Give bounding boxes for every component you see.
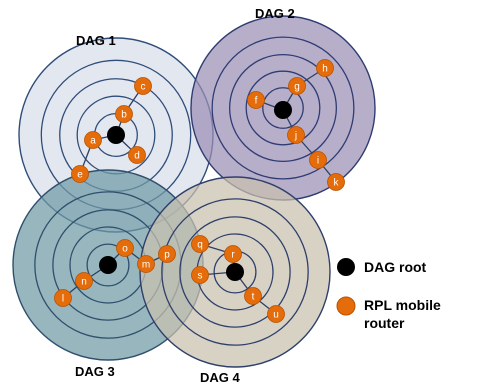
- router-node-circle: [191, 266, 209, 284]
- router-node-label: c: [141, 82, 146, 93]
- dag-2-root: [274, 101, 292, 119]
- legend-router-icon: [336, 296, 356, 316]
- router-node-g: g: [288, 77, 306, 95]
- dag-2-ring-3: [228, 53, 338, 163]
- router-node-label: e: [77, 170, 83, 181]
- router-node-o: o: [116, 239, 134, 257]
- router-node-circle: [134, 77, 152, 95]
- router-node-r: r: [224, 245, 242, 263]
- router-node-circle: [309, 151, 327, 169]
- router-node-q: q: [191, 235, 209, 253]
- router-node-p: p: [158, 245, 176, 263]
- dag-3-ring-1: [86, 243, 130, 287]
- router-node-label: f: [255, 96, 258, 107]
- router-node-circle: [247, 91, 265, 109]
- router-node-label: o: [122, 244, 128, 255]
- dag-2-ring-4: [211, 36, 355, 180]
- router-node-circle: [115, 105, 133, 123]
- router-node-circle: [54, 289, 72, 307]
- router-node-label: k: [334, 178, 340, 189]
- legend-router-label-line2: router: [364, 315, 405, 331]
- dag-3-root: [99, 256, 117, 274]
- router-node-s: s: [191, 266, 209, 284]
- router-node-circle: [71, 165, 89, 183]
- router-node-c: c: [134, 77, 152, 95]
- dag-4-ring-3: [179, 216, 291, 328]
- router-node-circle: [288, 77, 306, 95]
- router-node-d: d: [128, 146, 146, 164]
- router-node-circle: [224, 245, 242, 263]
- legend: DAG root RPL mobile router: [336, 258, 441, 331]
- router-node-label: h: [322, 64, 328, 75]
- router-node-i: i: [309, 151, 327, 169]
- legend-root-label: DAG root: [364, 259, 427, 275]
- router-node-k: k: [327, 173, 345, 191]
- router-node-a: a: [84, 131, 102, 149]
- router-node-circle: [75, 272, 93, 290]
- router-node-label: b: [121, 110, 127, 121]
- router-node-label: u: [273, 310, 279, 321]
- router-node-t: t: [244, 287, 262, 305]
- dag-2-label: DAG 2: [255, 6, 295, 21]
- router-node-circle: [191, 235, 209, 253]
- router-node-circle: [116, 239, 134, 257]
- router-node-label: j: [294, 131, 297, 142]
- dag-2-ring-1: [262, 87, 304, 129]
- router-node-circle: [158, 245, 176, 263]
- dag-3-label: DAG 3: [75, 364, 115, 379]
- router-node-h: h: [316, 59, 334, 77]
- dag-4-ring-4: [161, 198, 309, 346]
- router-node-circle: [84, 131, 102, 149]
- router-node-circle: [137, 255, 155, 273]
- router-node-e: e: [71, 165, 89, 183]
- dag-nodes: a b c d e f g h i j k l m n o p q r s t u: [54, 59, 345, 323]
- router-node-label: m: [142, 260, 150, 271]
- router-node-label: a: [90, 136, 96, 147]
- router-node-f: f: [247, 91, 265, 109]
- router-node-label: d: [134, 151, 140, 162]
- router-node-m: m: [137, 255, 155, 273]
- router-node-circle: [287, 126, 305, 144]
- router-node-circle: [316, 59, 334, 77]
- router-node-label: i: [317, 156, 319, 167]
- router-node-b: b: [115, 105, 133, 123]
- router-node-label: n: [81, 277, 87, 288]
- router-node-label: p: [164, 250, 170, 261]
- router-node-label: l: [62, 294, 64, 305]
- router-node-label: t: [252, 292, 255, 303]
- router-node-circle: [244, 287, 262, 305]
- dag-2-ring-2: [245, 70, 321, 146]
- router-node-label: g: [294, 82, 300, 93]
- router-node-circle: [128, 146, 146, 164]
- dag-1-label: DAG 1: [76, 33, 116, 48]
- dag-4-label: DAG 4: [200, 370, 241, 385]
- router-node-label: q: [197, 240, 203, 251]
- router-node-label: r: [231, 250, 235, 261]
- router-node-label: s: [198, 271, 203, 282]
- dag-1-root: [107, 126, 125, 144]
- router-node-circle: [327, 173, 345, 191]
- legend-root-icon: [337, 258, 355, 276]
- router-node-u: u: [267, 305, 285, 323]
- router-node-n: n: [75, 272, 93, 290]
- router-node-j: j: [287, 126, 305, 144]
- legend-router-label-line1: RPL mobile: [364, 297, 441, 313]
- router-node-circle: [267, 305, 285, 323]
- dag-4-root: [226, 263, 244, 281]
- router-node-l: l: [54, 289, 72, 307]
